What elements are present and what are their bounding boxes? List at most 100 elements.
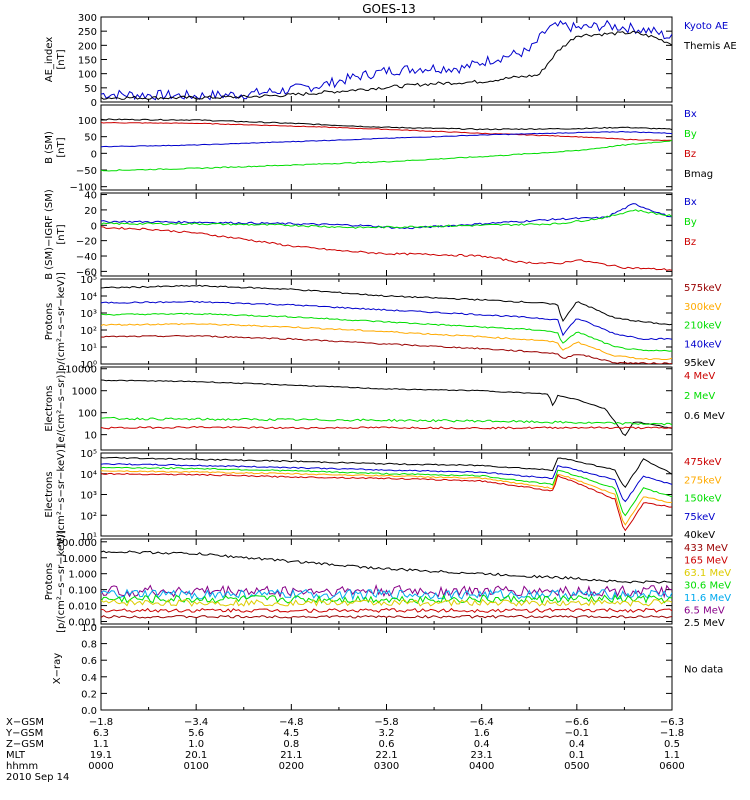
ephemeris-value: −6.6: [565, 717, 589, 728]
series-line: [101, 456, 672, 489]
series-line: [101, 323, 672, 361]
ephemeris-value: 0300: [374, 761, 399, 772]
y-tick-label: 10: [84, 431, 97, 442]
y-tick-label: 250: [78, 27, 97, 38]
ephemeris-row-label: X−GSM: [6, 717, 44, 728]
legend-entry: 300keV: [684, 302, 722, 313]
y-tick-label: 0: [91, 149, 97, 160]
ephemeris-value: −5.8: [374, 717, 398, 728]
ephemeris-value: 0600: [659, 761, 684, 772]
y-tick-label: 0.2: [81, 689, 97, 700]
legend-entry: 75keV: [684, 512, 715, 523]
legend-entry: Bx: [684, 197, 697, 208]
series-line: [101, 594, 672, 605]
y-tick-label: 0.0: [81, 706, 97, 717]
y-axis-label: [p/(cm²−s−sr−keV)]: [56, 530, 67, 633]
ephemeris-value: −1.8: [89, 717, 113, 728]
y-tick-label: 10³: [80, 491, 97, 502]
legend-entry: 0.6 MeV: [684, 411, 725, 422]
legend-entry: By: [684, 129, 697, 140]
panel-6: 10¹ 10² 10³ 10⁴ 10⁵ Electrons e/(cm²−s−sr−keV)…: [44, 445, 722, 544]
legend-entry: Bmag: [684, 169, 713, 180]
series-line: [101, 416, 672, 426]
y-tick-label: 100.000: [56, 538, 97, 549]
y-axis-label: [e/(cm²−s−sr)]: [56, 371, 67, 447]
series-line: [101, 588, 672, 601]
series-line: [101, 472, 672, 532]
ephemeris-value: 0400: [469, 761, 494, 772]
legend-entry: 150keV: [684, 494, 722, 505]
legend-entry: 30.6 MeV: [684, 581, 731, 592]
y-tick-label: 1000: [72, 387, 97, 398]
y-tick-label: 10⁴: [80, 470, 97, 481]
ephemeris-value: 5.6: [188, 728, 204, 739]
legend-entry: 210keV: [684, 321, 722, 332]
y-tick-label: 10³: [80, 309, 97, 320]
y-tick-label: −100: [70, 183, 97, 194]
legend-entry: Bz: [684, 237, 696, 248]
series-line: [101, 300, 672, 341]
ephemeris-row-label: Z−GSM: [6, 739, 44, 750]
y-tick-label: 10.000: [62, 554, 97, 565]
series-line: [101, 118, 672, 131]
series-line: [101, 584, 672, 599]
series-line: [101, 209, 672, 229]
legend-entry: 6.5 MeV: [684, 606, 725, 617]
legend-entry: 275keV: [684, 475, 722, 486]
ephemeris-value: 1.6: [474, 728, 490, 739]
ephemeris-value: 20.1: [185, 750, 207, 761]
y-tick-label: 100: [78, 70, 97, 81]
y-tick-label: 10⁵: [80, 275, 97, 286]
series-line: [101, 379, 672, 437]
ephemeris-value: 0000: [88, 761, 113, 772]
y-axis-label: X−ray: [52, 653, 63, 684]
y-axis-label: [nT]: [56, 137, 67, 157]
legend-entry: 40keV: [684, 530, 715, 541]
ephemeris-value: 0200: [279, 761, 304, 772]
legend-entry: 2.5 MeV: [684, 618, 725, 629]
y-tick-label: 100: [78, 116, 97, 127]
ephemeris-value: 23.1: [471, 750, 493, 761]
y-tick-label: 50: [84, 133, 97, 144]
ephemeris-value: 22.1: [375, 750, 397, 761]
legend-entry: 11.6 MeV: [684, 593, 731, 604]
panel-1: 0 50 100 150 200 250 300 AE_index [nT] Kyoto AE Th…: [44, 13, 737, 109]
legend-entry: Kyoto AE: [684, 21, 728, 32]
legend-entry: 4 MeV: [684, 371, 715, 382]
ephemeris-value: 6.3: [93, 728, 109, 739]
panel-8: 0.0 0.2 0.4 0.6 0.8 1.0 X−ray No data: [52, 623, 723, 717]
legend-entry: 2 MeV: [684, 391, 715, 402]
series-line: [101, 284, 672, 326]
series-line: [101, 425, 672, 430]
y-tick-label: 0.010: [68, 602, 97, 613]
ephemeris-value: −6.4: [470, 717, 494, 728]
y-axis-label: Electrons: [44, 385, 55, 431]
ephemeris-value: −3.4: [184, 717, 208, 728]
legend-entry: Bz: [684, 149, 696, 160]
ephemeris-value: −4.8: [279, 717, 303, 728]
y-tick-label: 300: [78, 13, 97, 24]
y-tick-label: 0.8: [81, 640, 97, 651]
ephemeris-row-label: Y−GSM: [5, 728, 43, 739]
y-axis-label: e/(cm²−s−sr−keV)]: [56, 445, 67, 544]
y-axis-label: AE_index: [44, 37, 55, 83]
legend-entry: 165 MeV: [684, 556, 728, 567]
panel-7: 0.001 0.010 0.100 1.000 10.000 100.000 Protons…: [44, 530, 731, 633]
y-tick-label: −40: [76, 252, 97, 263]
series-line: [101, 470, 672, 526]
y-tick-label: 100: [78, 409, 97, 420]
figure-title: GOES-13: [362, 2, 416, 16]
y-tick-label: 0.001: [68, 618, 97, 629]
ephemeris-value: −1.8: [660, 728, 684, 739]
series-line: [101, 19, 672, 101]
y-tick-label: 10²: [80, 326, 97, 337]
y-tick-label: 10²: [80, 511, 97, 522]
y-tick-label: 0: [91, 221, 97, 232]
series-line: [101, 550, 672, 584]
y-tick-label: 0: [91, 98, 97, 109]
y-tick-label: 0.4: [81, 673, 97, 684]
y-tick-label: 20: [84, 206, 97, 217]
legend-entry: 433 MeV: [684, 543, 728, 554]
